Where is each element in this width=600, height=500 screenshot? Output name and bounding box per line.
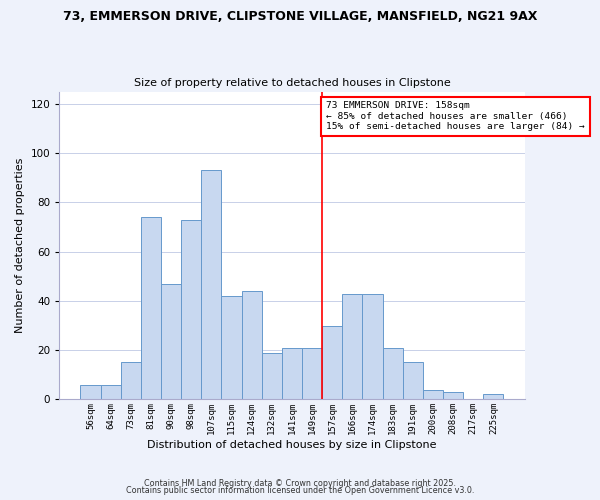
Bar: [202, 170, 221, 400]
Bar: [141, 217, 161, 400]
Bar: [342, 294, 362, 400]
Bar: [302, 348, 322, 400]
Bar: [322, 326, 342, 400]
Bar: [181, 220, 202, 400]
Text: Contains public sector information licensed under the Open Government Licence v3: Contains public sector information licen…: [126, 486, 474, 495]
Bar: [443, 392, 463, 400]
X-axis label: Distribution of detached houses by size in Clipstone: Distribution of detached houses by size …: [147, 440, 437, 450]
Bar: [221, 296, 242, 400]
Bar: [423, 390, 443, 400]
Bar: [80, 384, 101, 400]
Bar: [121, 362, 141, 400]
Bar: [161, 284, 181, 400]
Text: Contains HM Land Registry data © Crown copyright and database right 2025.: Contains HM Land Registry data © Crown c…: [144, 478, 456, 488]
Text: 73 EMMERSON DRIVE: 158sqm
← 85% of detached houses are smaller (466)
15% of semi: 73 EMMERSON DRIVE: 158sqm ← 85% of detac…: [326, 102, 585, 131]
Bar: [383, 348, 403, 400]
Title: Size of property relative to detached houses in Clipstone: Size of property relative to detached ho…: [134, 78, 451, 88]
Bar: [262, 352, 282, 400]
Bar: [362, 294, 383, 400]
Bar: [101, 384, 121, 400]
Bar: [483, 394, 503, 400]
Bar: [242, 291, 262, 400]
Text: 73, EMMERSON DRIVE, CLIPSTONE VILLAGE, MANSFIELD, NG21 9AX: 73, EMMERSON DRIVE, CLIPSTONE VILLAGE, M…: [63, 10, 537, 23]
Bar: [282, 348, 302, 400]
Y-axis label: Number of detached properties: Number of detached properties: [15, 158, 25, 333]
Bar: [403, 362, 423, 400]
